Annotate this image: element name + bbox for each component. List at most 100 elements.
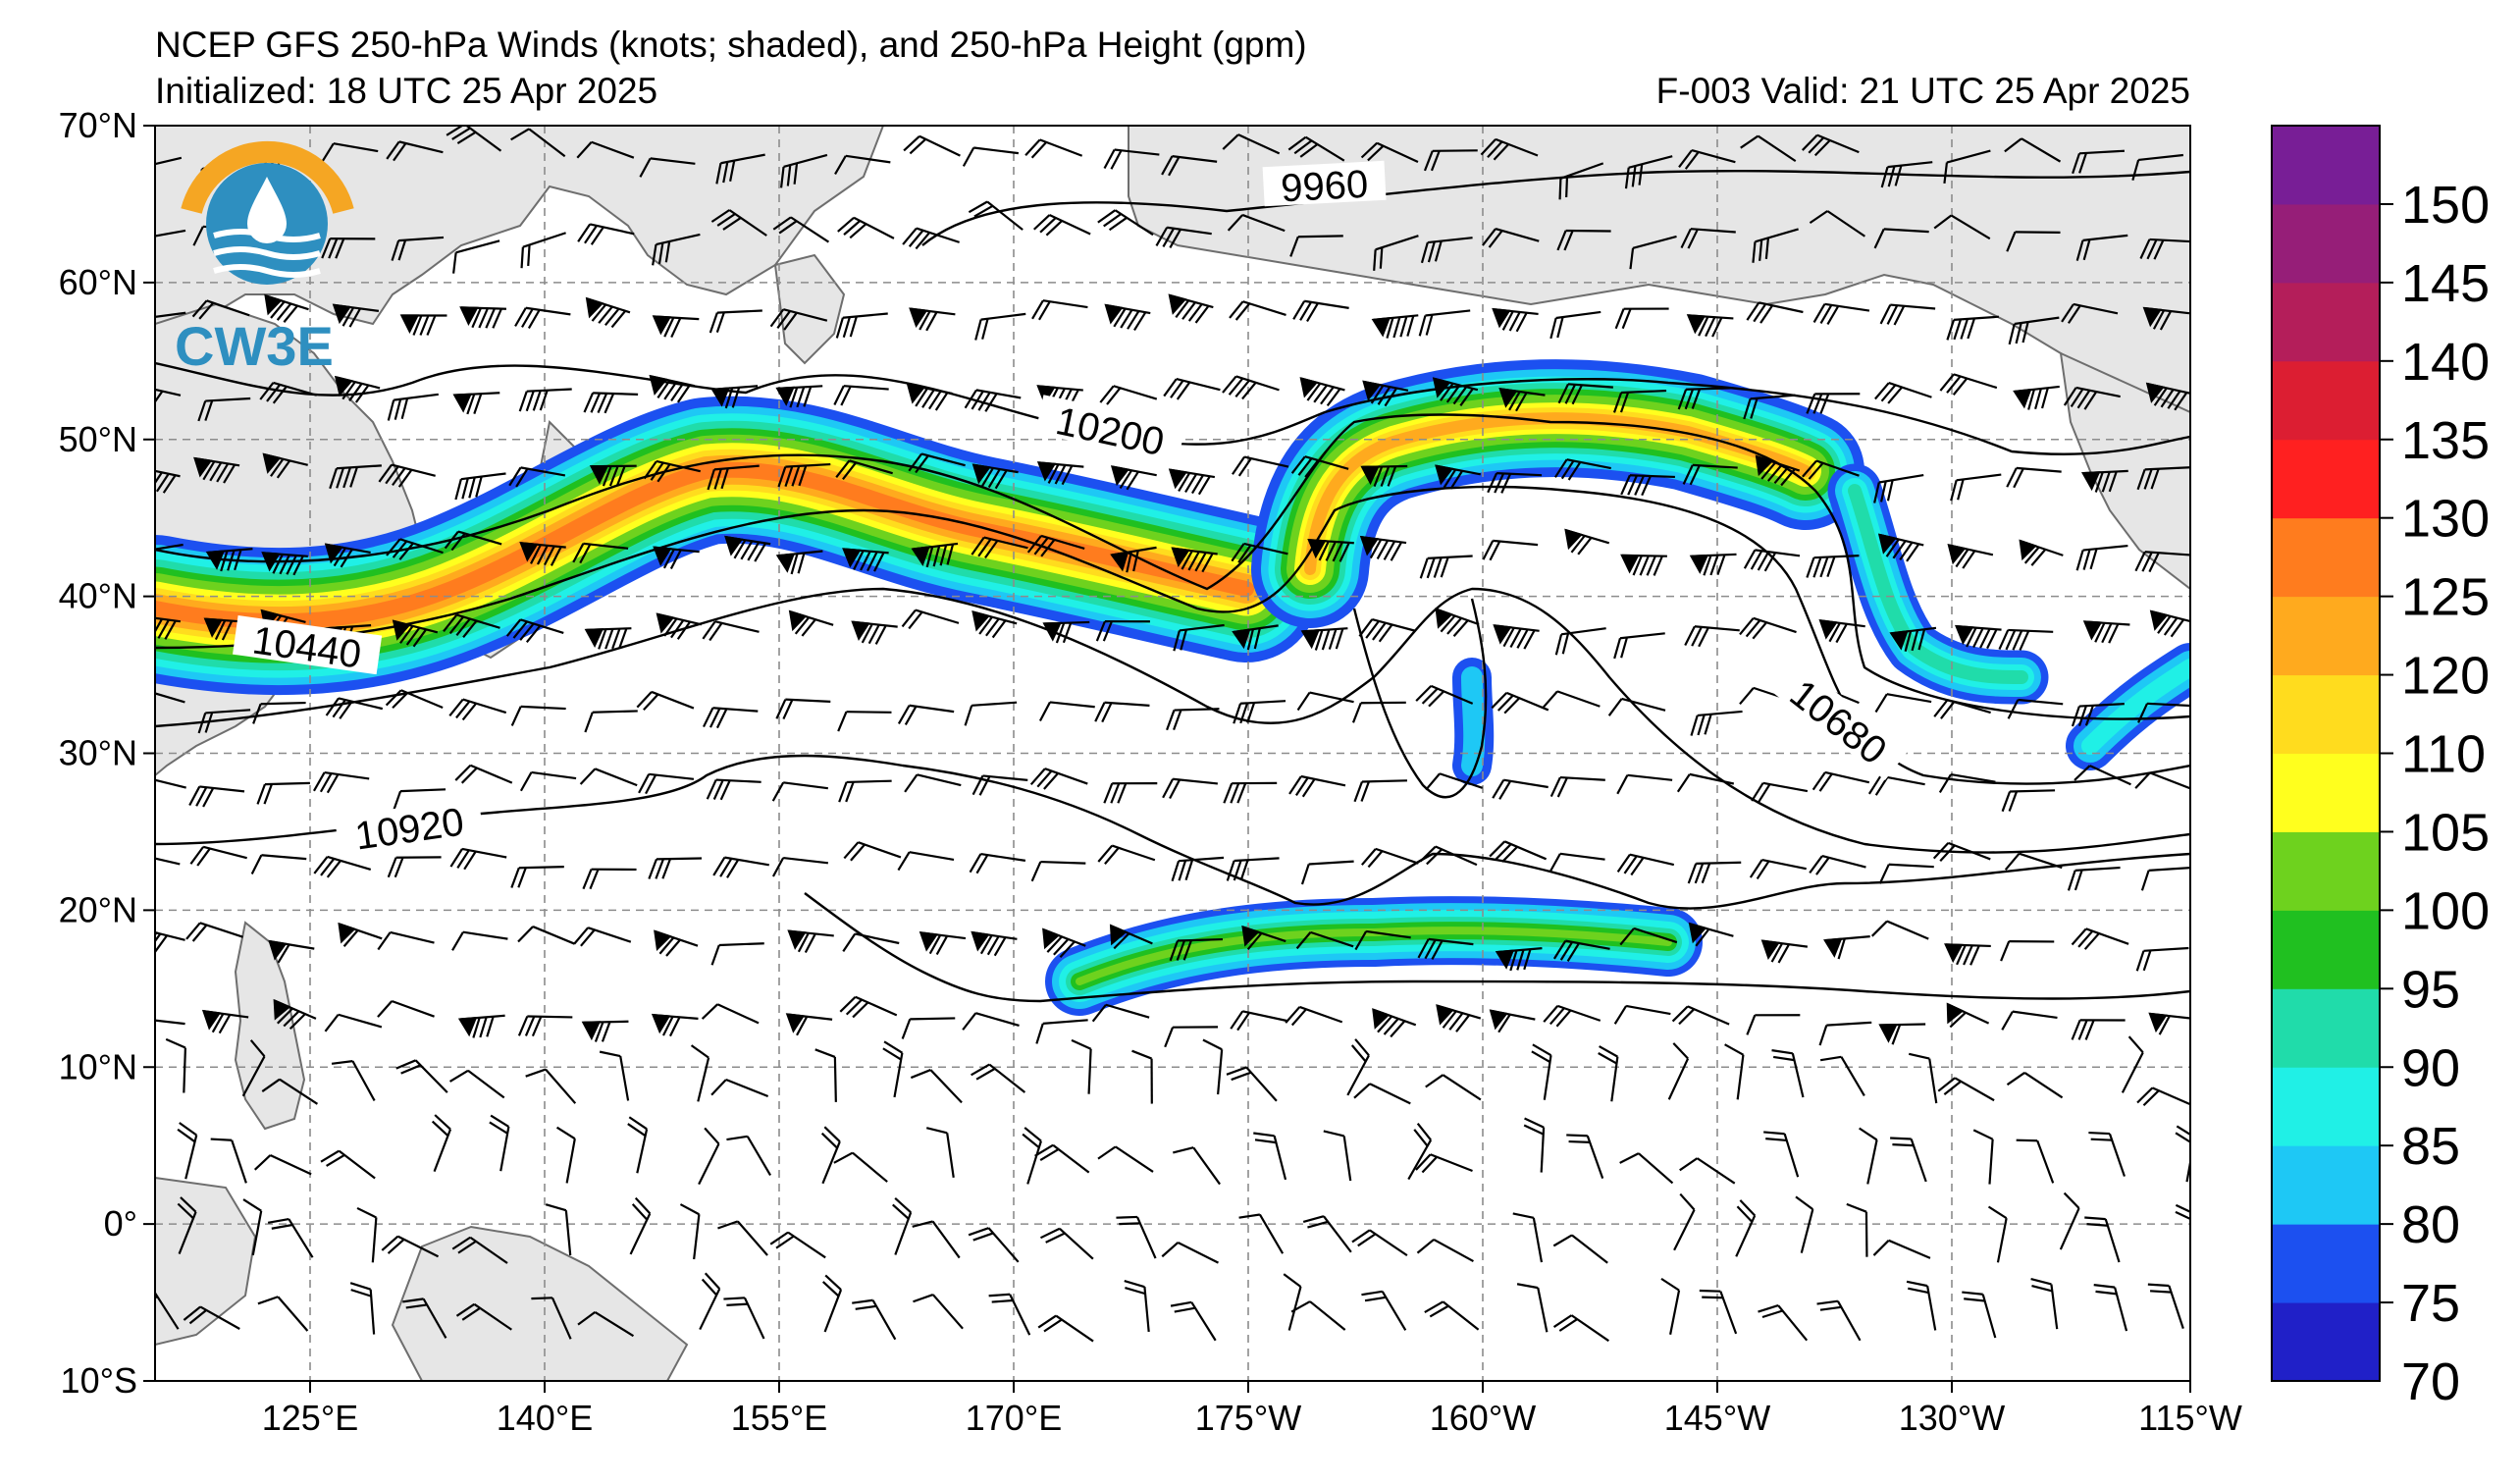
wind-barb bbox=[183, 1305, 240, 1330]
wind-barb bbox=[1238, 1213, 1285, 1254]
wind-barb bbox=[1492, 307, 1539, 333]
wind-barb bbox=[1095, 620, 1150, 642]
wind-barb bbox=[1939, 373, 1998, 396]
wind-barb bbox=[555, 1126, 576, 1184]
wind-barb bbox=[1489, 1009, 1536, 1033]
wind-barb bbox=[443, 613, 500, 639]
wind-barb bbox=[584, 710, 638, 733]
lat-tick-label: 70°N bbox=[59, 105, 137, 145]
wind-barb bbox=[988, 1293, 1031, 1336]
wind-barb bbox=[1353, 779, 1407, 803]
wind-barb bbox=[2008, 316, 2060, 345]
wind-barb bbox=[581, 1020, 629, 1042]
wind-barb bbox=[1612, 389, 1667, 413]
wind-barb bbox=[1872, 1239, 1931, 1259]
jet-band-northeast-pacific bbox=[1848, 484, 2028, 684]
wind-barb bbox=[250, 854, 307, 874]
wind-barb bbox=[1425, 772, 1484, 791]
wind-barb bbox=[448, 1069, 505, 1099]
wind-barb bbox=[264, 293, 309, 323]
logo-sun-arc bbox=[181, 140, 354, 215]
wind-barb bbox=[636, 690, 695, 711]
wind-barb bbox=[155, 775, 186, 799]
wind-barb bbox=[1933, 214, 1991, 240]
wind-barb bbox=[1566, 1134, 1604, 1179]
lat-tick-label: 50°N bbox=[59, 419, 137, 459]
wind-barb bbox=[1232, 624, 1279, 651]
lat-tick-label: 10°N bbox=[59, 1046, 137, 1086]
contour-south bbox=[804, 892, 2190, 1003]
wind-barb bbox=[2142, 306, 2190, 331]
wind-barb bbox=[505, 618, 564, 643]
wind-barb bbox=[699, 1272, 721, 1331]
wind-barb bbox=[1094, 701, 1150, 723]
wind-barb bbox=[1295, 930, 1354, 950]
wind-barb bbox=[177, 1196, 197, 1254]
wind-barb bbox=[2004, 137, 2062, 163]
wind-barb bbox=[1091, 1003, 1150, 1023]
wind-barb bbox=[2000, 939, 2055, 962]
wind-barb bbox=[1771, 1049, 1805, 1098]
wind-barb bbox=[1998, 628, 2054, 651]
wind-barb bbox=[489, 1114, 510, 1172]
wind-barb bbox=[1359, 535, 1407, 561]
wind-barb bbox=[1482, 539, 1539, 561]
wind-barb bbox=[331, 1060, 376, 1101]
lat-tick-label: 10°S bbox=[61, 1360, 137, 1401]
wind-barb bbox=[1435, 608, 1480, 638]
wind-barb bbox=[653, 546, 700, 569]
wind-barb bbox=[1818, 1021, 1872, 1046]
wind-barb bbox=[2140, 866, 2190, 891]
wind-barb bbox=[629, 1196, 652, 1255]
wind-barb bbox=[155, 853, 181, 866]
wind-barb bbox=[392, 619, 439, 648]
wind-barb bbox=[1620, 554, 1667, 576]
wind-barb bbox=[775, 698, 831, 720]
wind-barb bbox=[165, 1037, 187, 1093]
wind-barb bbox=[1877, 533, 1924, 562]
wind-barb bbox=[1802, 133, 1860, 157]
colorbar-segment bbox=[2272, 517, 2380, 598]
wind-barb bbox=[1811, 770, 1870, 792]
wind-barb bbox=[332, 303, 380, 328]
wind-barb bbox=[191, 299, 250, 320]
wind-barb bbox=[1686, 314, 1734, 338]
wind-barb bbox=[2175, 1203, 2190, 1223]
wind-barb bbox=[769, 1231, 826, 1259]
wind-barb bbox=[1873, 228, 1929, 249]
wind-barb bbox=[903, 134, 961, 157]
wind-barb bbox=[1660, 1277, 1681, 1335]
wind-barb bbox=[925, 1127, 955, 1178]
wind-barb bbox=[962, 146, 1020, 167]
colorbar-label: 75 bbox=[2401, 1274, 2460, 1333]
wind-barb bbox=[2006, 1071, 2064, 1099]
wind-barb bbox=[968, 200, 1024, 231]
wind-barb bbox=[1629, 235, 1677, 270]
wind-barb bbox=[1035, 1019, 1088, 1044]
wind-barb bbox=[814, 1048, 837, 1102]
wind-barb bbox=[1416, 1238, 1474, 1263]
wind-barb bbox=[1436, 1004, 1482, 1033]
wind-barb bbox=[897, 851, 955, 872]
wind-barb bbox=[2139, 238, 2190, 260]
wind-barb bbox=[1944, 943, 1991, 966]
wind-barb bbox=[723, 1297, 765, 1340]
wind-barb bbox=[1227, 213, 1286, 233]
wind-barb bbox=[639, 157, 696, 178]
wind-barb bbox=[1038, 701, 1095, 722]
wind-barb bbox=[1170, 1300, 1217, 1342]
wind-barb bbox=[2006, 231, 2061, 252]
wind-barb bbox=[2019, 539, 2064, 566]
wind-barb bbox=[901, 1017, 956, 1039]
wind-barb bbox=[971, 536, 1028, 559]
wind-barb bbox=[1795, 1195, 1814, 1253]
wind-barb bbox=[837, 216, 895, 239]
wind-barb bbox=[583, 392, 639, 414]
wind-barb bbox=[1677, 387, 1732, 410]
wind-barb bbox=[1360, 141, 1419, 164]
colorbar-segment bbox=[2272, 1224, 2380, 1303]
lat-tick-label: 20°N bbox=[59, 889, 137, 929]
wind-barb bbox=[1667, 1042, 1690, 1100]
colorbar-segment bbox=[2272, 596, 2380, 676]
wind-barb bbox=[2137, 702, 2190, 723]
